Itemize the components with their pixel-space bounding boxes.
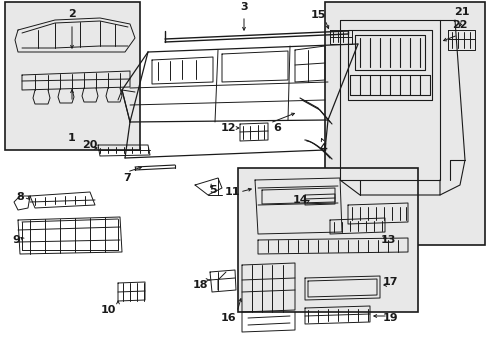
Text: 1: 1	[68, 133, 76, 143]
Text: 5: 5	[209, 185, 216, 195]
Text: 3: 3	[240, 2, 247, 12]
Text: 6: 6	[272, 123, 281, 133]
Text: 13: 13	[380, 235, 395, 245]
Bar	[5, 2, 140, 150]
Text: 22: 22	[451, 20, 467, 30]
Text: 4: 4	[318, 143, 326, 153]
Text: 18: 18	[192, 280, 207, 290]
Text: 7: 7	[123, 173, 131, 183]
Bar	[238, 168, 417, 312]
Text: 14: 14	[292, 195, 307, 205]
Text: 21: 21	[453, 7, 469, 17]
Bar	[325, 2, 484, 245]
Text: 12: 12	[220, 123, 235, 133]
Text: 10: 10	[100, 305, 116, 315]
Text: 8: 8	[16, 192, 24, 202]
Text: 11: 11	[224, 187, 239, 197]
Text: 20: 20	[82, 140, 98, 150]
Text: 15: 15	[310, 10, 325, 20]
Text: 9: 9	[12, 235, 20, 245]
Text: 19: 19	[382, 313, 397, 323]
Text: 17: 17	[382, 277, 397, 287]
Text: 16: 16	[220, 313, 235, 323]
Text: 2: 2	[68, 9, 76, 19]
